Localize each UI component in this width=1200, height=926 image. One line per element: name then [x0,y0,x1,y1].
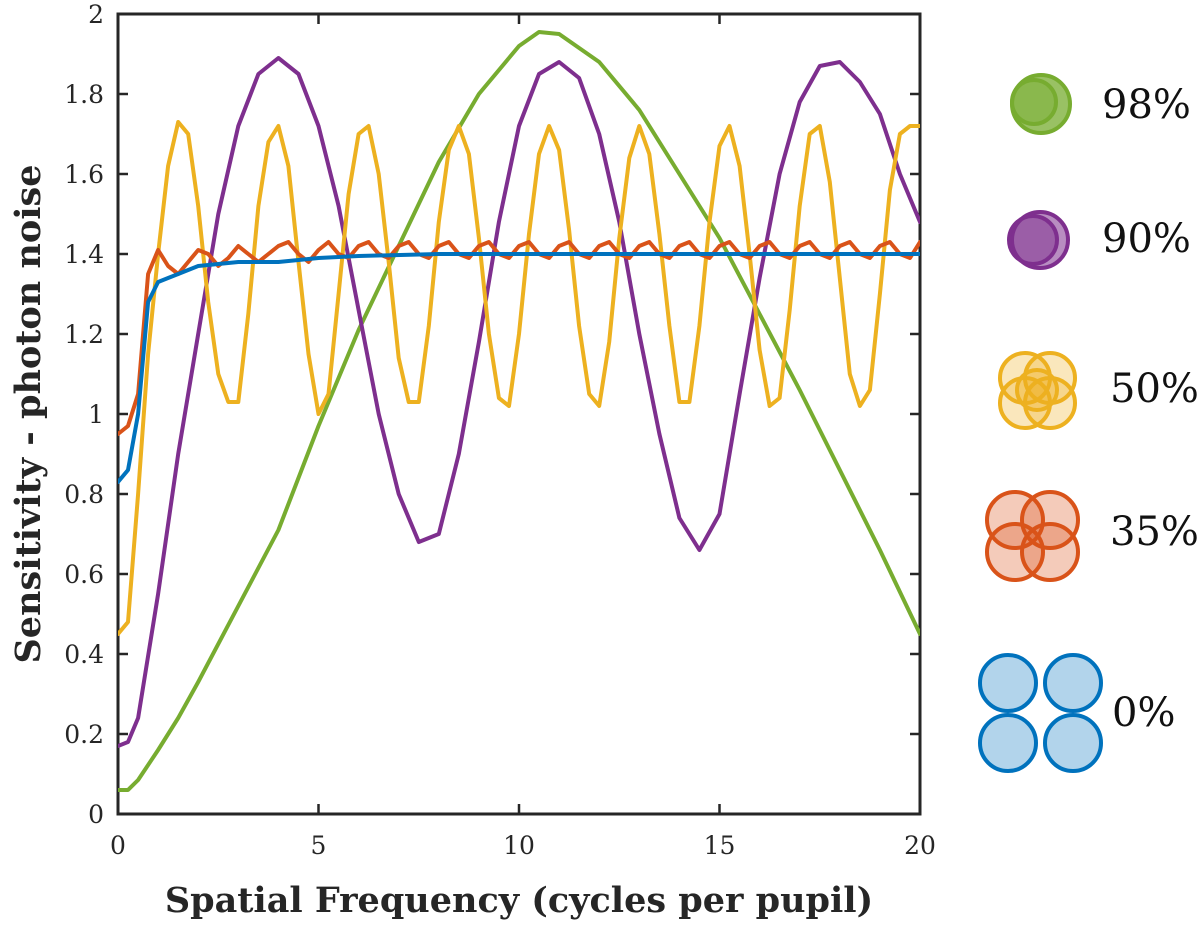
y-axis-title: Sensitivity - photon noise [8,165,49,664]
x-tick-label: 15 [704,831,736,860]
single-disk-icon [1010,73,1072,135]
legend-label-90: 90% [1102,216,1191,262]
y-tick-label: 1.2 [64,320,104,349]
series-line-0 [118,252,920,484]
y-tick-label: 0.2 [64,720,104,749]
y-tick-label: 0 [88,800,104,829]
y-tick-label: 1 [88,400,104,429]
y-tick-label: 1.6 [64,160,104,189]
y-tick-label: 0.8 [64,480,104,509]
series-line-35 [118,240,920,436]
y-tick-label: 0.4 [64,640,104,669]
legend-label-35: 35% [1110,509,1199,555]
x-axis-title: Spatial Frequency (cycles per pupil) [165,880,873,921]
y-tick-label: 2 [88,0,104,29]
legend-label-0: 0% [1112,690,1175,736]
legend: 98% 90% 50% [978,73,1199,773]
four-disks-tight-icon [998,351,1077,430]
series-line-90 [118,56,920,748]
y-tick-label: 0.6 [64,560,104,589]
x-axis: 0 5 10 15 20 [110,14,936,860]
legend-item-50: 50% [998,351,1199,430]
legend-item-90: 90% [1007,210,1191,270]
y-tick-label: 1.8 [64,80,104,109]
four-disks-separate-icon [978,653,1103,773]
legend-item-0: 0% [978,653,1175,773]
double-disk-icon [1007,210,1070,270]
legend-item-98: 98% [1010,73,1191,135]
y-tick-label: 1.4 [64,240,104,269]
x-tick-label: 5 [311,831,327,860]
four-disks-overlap-icon [985,490,1080,582]
y-axis: 0 0.2 0.4 0.6 0.8 1 1.2 1.4 1.6 1.8 2 [64,0,920,829]
series-line-50 [118,120,920,636]
x-tick-label: 10 [503,831,535,860]
legend-label-98: 98% [1102,82,1191,128]
x-tick-label: 0 [110,831,126,860]
legend-label-50: 50% [1110,366,1199,412]
series-layer [118,30,920,792]
x-tick-label: 20 [904,831,936,860]
series-line-98 [118,30,920,792]
legend-item-35: 35% [985,490,1199,582]
